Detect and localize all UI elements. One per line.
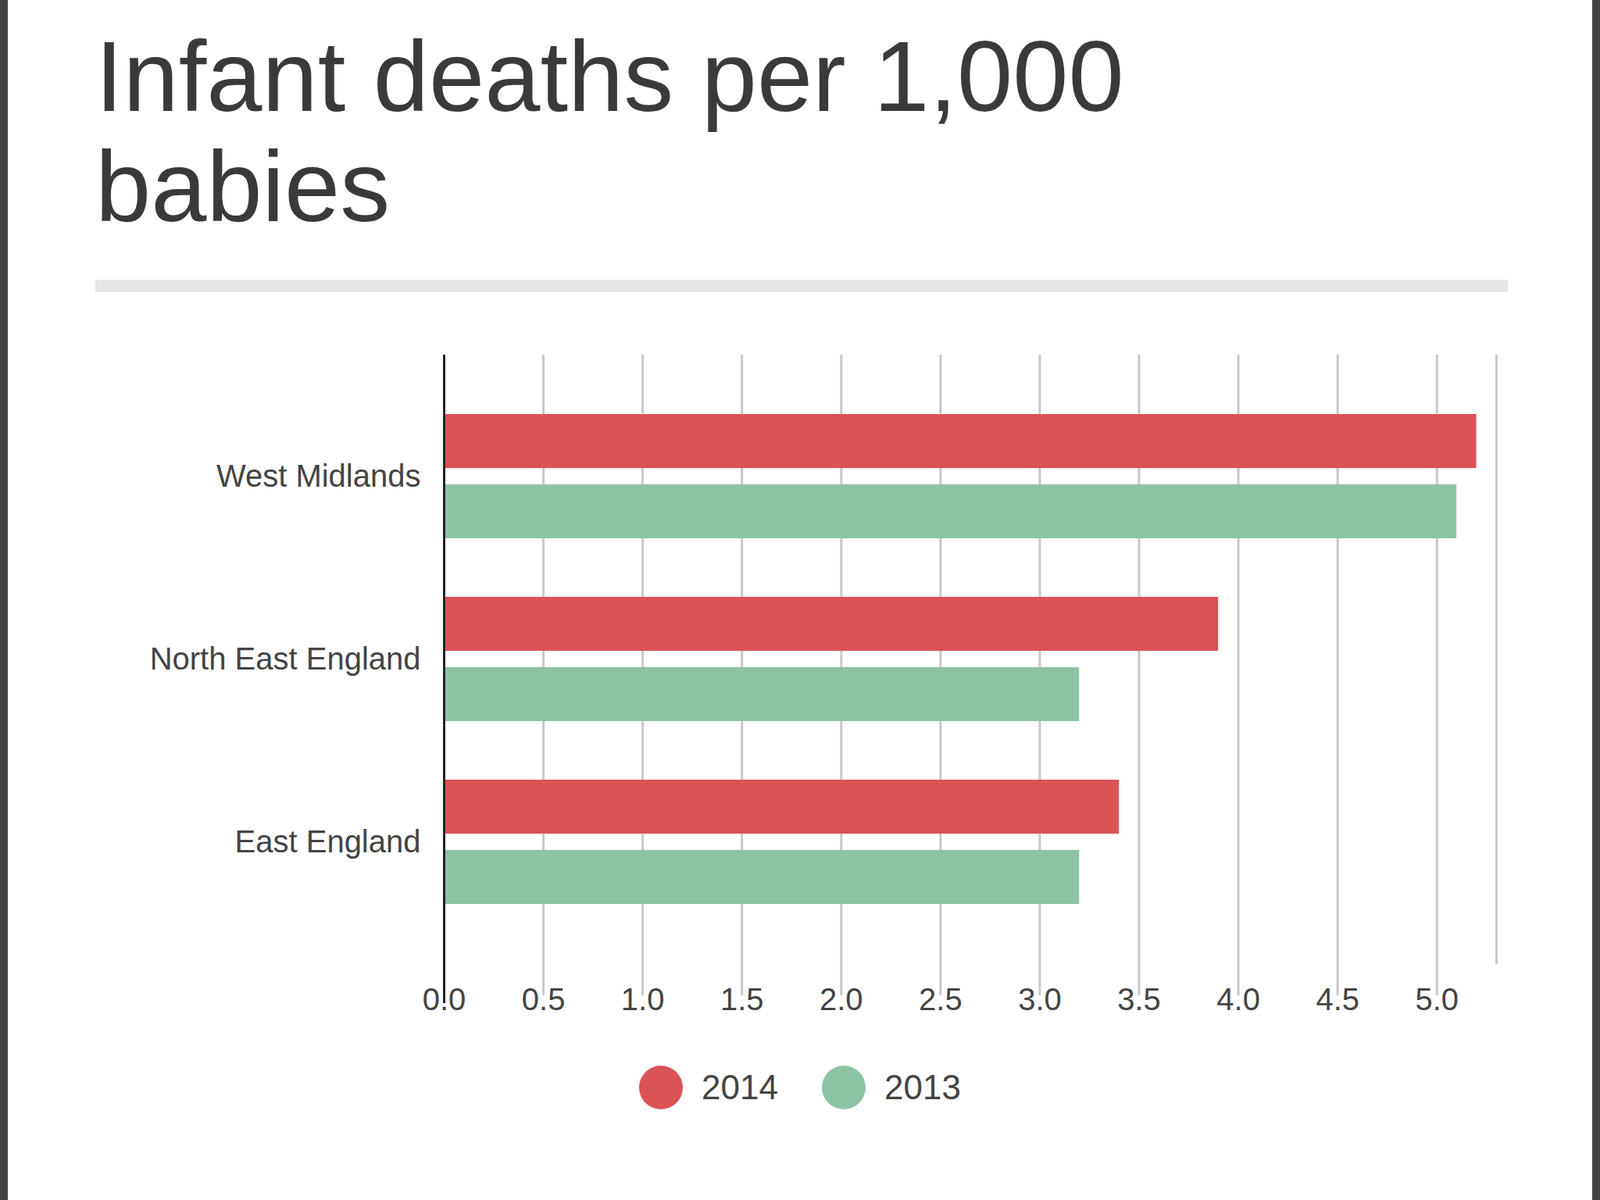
svg-text:3.5: 3.5 [1117,981,1161,1017]
html-text:2013: 2013 [884,1067,961,1106]
svg-text:0.5: 0.5 [521,981,566,1017]
svg-text:5.0: 5.0 [1415,981,1459,1017]
svg-text:3.0: 3.0 [1018,981,1062,1017]
html-text:2014: 2014 [701,1067,779,1106]
svg-text:0.0: 0.0 [422,981,466,1017]
svg-text:West Midlands: West Midlands [216,457,422,493]
svg-text:4.5: 4.5 [1315,981,1360,1017]
svg-text:2.0: 2.0 [819,981,863,1017]
svg-text:East England: East England [235,823,422,858]
svg-text:2.5: 2.5 [918,981,963,1017]
svg-text:1.5: 1.5 [720,981,764,1017]
html-text:Infant deaths per 1,000 babies: Infant deaths per 1,000 babies [95,20,1124,243]
svg-text:4.0: 4.0 [1216,981,1261,1017]
svg-text:North East England: North East England [150,640,422,675]
svg-text:1.0: 1.0 [620,981,665,1017]
